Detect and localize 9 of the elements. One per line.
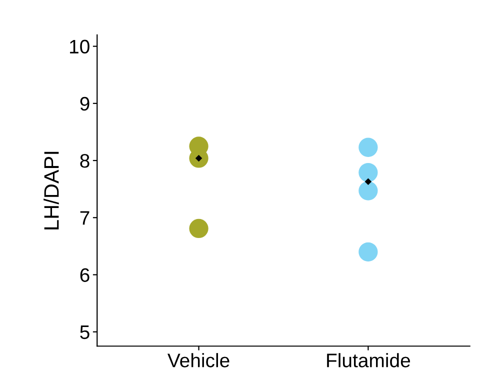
x-tick-label: Vehicle [168,353,230,368]
y-tick-label: 9 [80,96,90,111]
y-tick-label: 7 [80,211,90,225]
y-axis-title: LH/DAPI [44,152,59,230]
y-tick-label: 10 [70,40,90,54]
y-tick-label: 8 [80,154,90,168]
y-tick-label: 5 [80,326,90,340]
x-tick-label: Flutamide [327,353,410,368]
y-tick-label: 6 [80,268,90,282]
